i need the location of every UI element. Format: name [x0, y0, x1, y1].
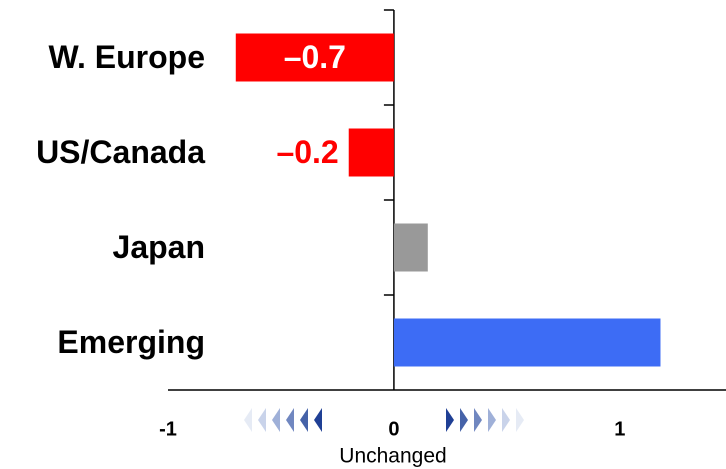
arrow — [488, 408, 496, 432]
annotation: Unchanged — [339, 445, 446, 468]
x-tick-label: 1 — [614, 418, 625, 440]
bar — [348, 128, 394, 177]
arrow — [446, 408, 454, 432]
arrow — [258, 408, 266, 432]
arrows-left — [244, 408, 322, 432]
arrow — [314, 408, 322, 432]
arrow — [286, 408, 294, 432]
arrow — [272, 408, 280, 432]
x-tick-label: -1 — [159, 418, 177, 440]
value-label: –0.2 — [276, 134, 338, 170]
value-label: –0.7 — [284, 39, 346, 75]
y-tick-label: Emerging — [57, 324, 205, 360]
arrow — [502, 408, 510, 432]
bar — [235, 33, 394, 82]
bar — [393, 223, 428, 272]
x-tick-label: 0 — [388, 418, 399, 440]
arrow — [460, 408, 468, 432]
arrow — [474, 408, 482, 432]
arrows-right — [446, 408, 524, 432]
arrow — [516, 408, 524, 432]
arrow — [244, 408, 252, 432]
y-tick-label: W. Europe — [49, 39, 205, 75]
bar — [393, 318, 661, 367]
y-tick-label: US/Canada — [36, 134, 205, 170]
arrow — [300, 408, 308, 432]
y-tick-label: Japan — [113, 229, 205, 265]
